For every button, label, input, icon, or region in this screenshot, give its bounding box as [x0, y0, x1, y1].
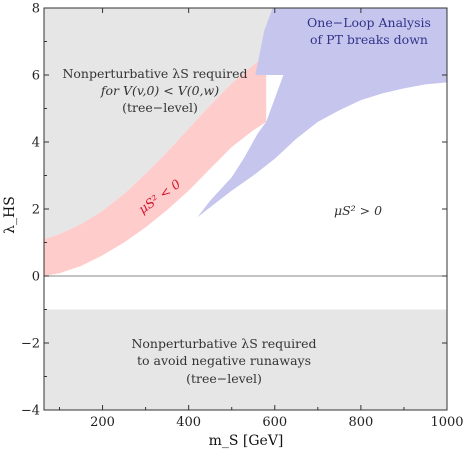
x-tick-label: 400: [176, 415, 201, 430]
y-tick-label: −2: [21, 337, 40, 352]
plot-regions: [44, 8, 447, 410]
y-tick-label: −4: [21, 404, 40, 419]
mu-squared-negative-band: [44, 54, 267, 277]
nonperturbative-upper-region: [44, 8, 301, 240]
bottom-annotation-line-2: to avoid negative runaways: [137, 353, 311, 368]
upper-left-annotation-line-3: (tree−level): [122, 100, 198, 115]
nonperturbative-lower-region: [44, 309, 447, 410]
upper-right-annotation-line-2: of PT breaks down: [310, 32, 428, 47]
x-tick-label: 200: [90, 415, 115, 430]
axis-ticks: 200 400 600 800 1000 −4 −2 0 2 4 6 8: [21, 2, 463, 431]
upper-left-annotation-line-2: for V(v,0) < V(0,w): [100, 83, 219, 98]
one-loop-breakdown-region: [197, 8, 447, 218]
bottom-annotation-line-1: Nonperturbative λS required: [131, 336, 316, 351]
upper-left-annotation-line-1: Nonperturbative λS required: [62, 66, 247, 81]
y-tick-label: 0: [32, 270, 40, 285]
x-tick-label: 1000: [430, 415, 463, 430]
y-tick-label: 6: [32, 69, 40, 84]
x-tick-label: 800: [348, 415, 373, 430]
right-annotation: μS² > 0: [334, 203, 382, 218]
y-tick-label: 4: [32, 136, 40, 151]
y-axis-title: λ_HS: [2, 196, 18, 234]
bottom-annotation-line-3: (tree−level): [186, 371, 262, 386]
y-tick-label: 2: [32, 203, 40, 218]
x-axis-title: m_S [GeV]: [209, 433, 284, 449]
upper-right-annotation-line-1: One−Loop Analysis: [307, 15, 431, 30]
x-tick-label: 600: [262, 415, 287, 430]
y-tick-label: 8: [32, 2, 40, 17]
